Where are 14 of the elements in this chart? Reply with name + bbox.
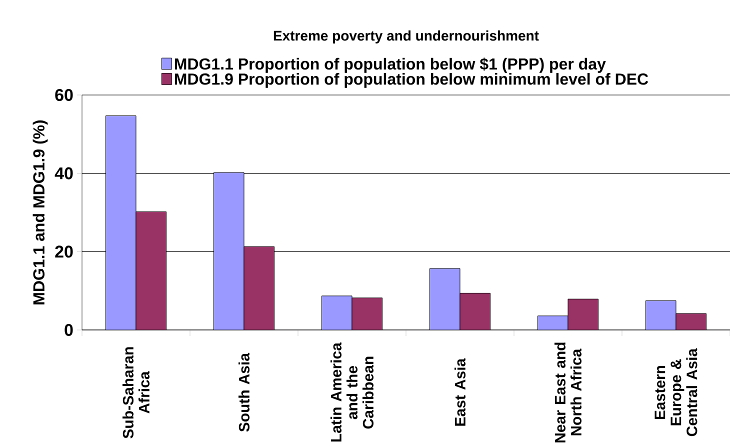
x-tick-label: East Asia [454,358,466,426]
legend-label: MDG1.1 Proportion of population below $1 (PPP) per day [174,58,606,73]
y-tick-label: 20 [55,246,73,258]
x-tick-label: Eastern Europe & Central Asia [654,348,698,436]
x-tick-label: Near East and North Africa [554,342,582,442]
x-tick-label: Latin America and the Caribbean [330,342,374,442]
y-tick-label: 40 [54,167,73,180]
y-tick-label: 0 [64,324,73,336]
y-tick-label: 60 [55,88,73,102]
chart-title: Extreme poverty and undernourishment [274,30,539,44]
x-tick-label: Sub-Saharan Africa [122,347,150,438]
y-axis-title: MDG1.1 and MDG1.9 (%) [32,120,48,304]
legend-label: MDG1.9 Proportion of population below minimum level of DEC [174,73,648,88]
x-tick-label: South Asia [238,352,250,432]
